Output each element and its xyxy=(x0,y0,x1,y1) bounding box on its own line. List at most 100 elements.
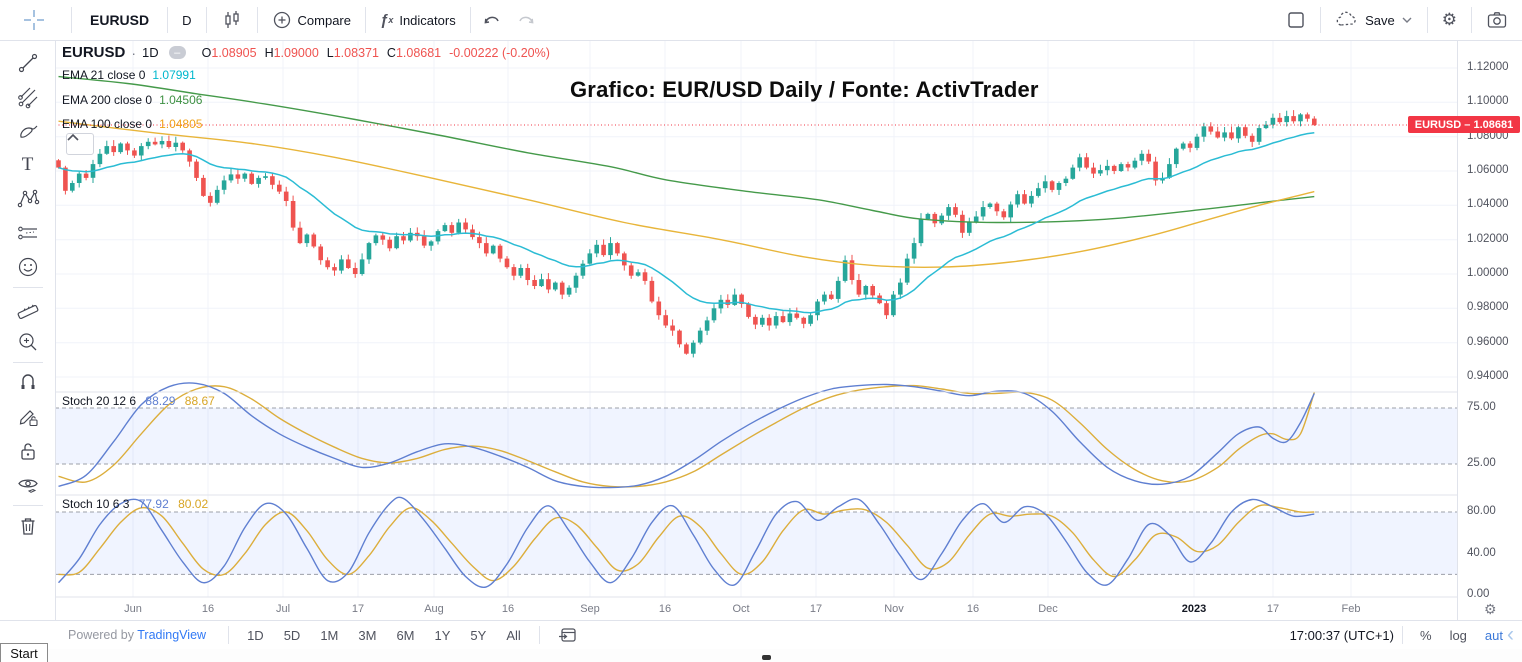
stoch-fast-legend[interactable]: Stoch 10 6 3 77.92 80.02 xyxy=(62,497,209,511)
range-button-1y[interactable]: 1Y xyxy=(434,627,451,643)
zoom-in-tool[interactable] xyxy=(9,325,47,359)
candles-style-icon xyxy=(221,9,243,31)
price-tick-label: 1.02000 xyxy=(1467,232,1509,245)
magnet-mode-button[interactable] xyxy=(9,366,47,400)
forecast-icon xyxy=(17,226,37,240)
range-button-1d[interactable]: 1D xyxy=(247,627,264,643)
crosshair-tool-button[interactable] xyxy=(0,0,67,40)
sidebar-separator xyxy=(12,287,43,288)
svg-text:16: 16 xyxy=(202,603,214,615)
screenshot-button[interactable] xyxy=(1476,0,1522,40)
stoch-slow-legend[interactable]: Stoch 20 12 6 88.29 88.67 xyxy=(62,394,215,408)
stoch-slow-tick-label: 25.00 xyxy=(1467,457,1496,469)
undo-button[interactable] xyxy=(475,0,509,40)
redo-icon xyxy=(516,10,536,30)
brush-icon xyxy=(19,125,37,138)
log-scale-button[interactable]: log xyxy=(1449,627,1467,643)
pitchfork-tool[interactable] xyxy=(9,80,47,114)
drawing-mode-button[interactable] xyxy=(9,400,47,434)
svg-text:16: 16 xyxy=(659,603,671,615)
collapse-legend-button[interactable] xyxy=(66,133,94,155)
ema200-legend[interactable]: EMA 200 close 0 1.04506 xyxy=(62,93,203,107)
pattern-tool[interactable] xyxy=(9,182,47,216)
range-button-6m[interactable]: 6M xyxy=(396,627,415,643)
ruler-icon xyxy=(17,304,38,320)
main-chart[interactable]: Jun 16 Jul 17 Aug 16 Sep 16 Oct 17 Nov 16 Dec 2023 17 F… xyxy=(55,40,1457,620)
legend-interval[interactable]: 1D xyxy=(142,45,159,60)
range-button-1m[interactable]: 1M xyxy=(320,627,339,643)
redo-button[interactable] xyxy=(509,0,543,40)
zoom-in-icon xyxy=(18,333,36,351)
go-to-date-button[interactable] xyxy=(548,621,588,649)
xabcd-pattern-icon xyxy=(17,189,39,208)
eye-icon xyxy=(17,479,38,493)
brush-tool[interactable] xyxy=(9,114,47,148)
layout-button[interactable] xyxy=(1276,0,1316,40)
powered-by: Powered by TradingView xyxy=(68,628,207,642)
svg-text:Feb: Feb xyxy=(1342,603,1361,615)
price-tick-label: 1.12000 xyxy=(1467,61,1509,73)
symbol-legend: EURUSD · 1D – O1.08905 H1.09000 L1.08371… xyxy=(62,44,550,61)
auto-scale-button[interactable]: aut xyxy=(1484,627,1503,643)
toolbar-separator xyxy=(1426,7,1428,33)
price-tick-label: 0.98000 xyxy=(1467,301,1509,314)
measure-tool[interactable] xyxy=(9,291,47,325)
interval-button[interactable]: D xyxy=(172,0,201,40)
axis-settings-gear-icon[interactable]: ⚙ xyxy=(1484,601,1497,617)
stoch-fast-tick-label: 80.00 xyxy=(1467,505,1496,517)
save-button[interactable]: Save xyxy=(1325,0,1423,40)
text-tool[interactable]: T xyxy=(9,148,47,182)
svg-text:17: 17 xyxy=(810,603,822,615)
price-tick-label: 1.06000 xyxy=(1467,164,1509,176)
clock[interactable]: 17:00:37 (UTC+1) xyxy=(1289,627,1394,643)
forecast-tool[interactable] xyxy=(9,216,47,250)
legend-symbol[interactable]: EURUSD xyxy=(62,44,126,61)
svg-text:16: 16 xyxy=(967,603,979,615)
low-value: 1.08371 xyxy=(333,45,379,60)
range-button-3m[interactable]: 3M xyxy=(358,627,377,643)
indicators-label: Indicators xyxy=(399,12,456,28)
stoch-slow-k-value: 88.29 xyxy=(145,394,176,408)
sidebar-separator xyxy=(12,505,43,506)
chart-area[interactable]: Jun 16 Jul 17 Aug 16 Sep 16 Oct 17 Nov 16 Dec 2023 17 F… xyxy=(55,40,1457,620)
price-tick-label: 1.04000 xyxy=(1467,198,1509,211)
percent-scale-button[interactable]: % xyxy=(1420,627,1432,643)
stoch-fast-d-value: 80.02 xyxy=(178,497,209,511)
collapse-panel-chevron[interactable]: ‹ xyxy=(1507,623,1514,646)
ema21-legend[interactable]: EMA 21 close 0 1.07991 xyxy=(62,68,196,82)
toolbar-separator xyxy=(364,7,366,33)
range-button-5d[interactable]: 5D xyxy=(283,627,301,643)
symbol-label: EURUSD xyxy=(90,12,150,28)
stoch-slow-d-value: 88.67 xyxy=(184,394,215,408)
compare-button[interactable]: Compare xyxy=(262,0,361,40)
start-button[interactable]: Start xyxy=(0,643,48,662)
hide-drawings-button[interactable] xyxy=(9,468,47,502)
symbol-button[interactable]: EURUSD xyxy=(76,0,163,40)
toolbar-separator xyxy=(1320,7,1322,33)
trend-line-tool[interactable] xyxy=(9,46,47,80)
remove-drawings-button[interactable] xyxy=(9,509,47,543)
compare-label: Compare xyxy=(297,12,351,28)
range-button-all[interactable]: All xyxy=(506,627,521,643)
settings-button[interactable]: ⚙ xyxy=(1432,0,1467,40)
hide-series-button[interactable]: – xyxy=(168,46,186,59)
toolbar-separator xyxy=(256,7,258,33)
price-axis[interactable]: ⚙ 1.12000 1.10000 1.08000 1.06000 1.04000 1.0… xyxy=(1457,40,1522,620)
chart-style-button[interactable] xyxy=(211,0,253,40)
range-button-5y[interactable]: 5Y xyxy=(470,627,487,643)
stoch-slow-tick-label: 75.00 xyxy=(1467,401,1496,413)
date-range-buttons: 1D 5D 1M 3M 6M 1Y 5Y All xyxy=(237,621,531,649)
toolbar-separator xyxy=(538,626,540,644)
ema100-legend[interactable]: EMA 100 close 0 1.04805 xyxy=(62,117,203,131)
toolbar-separator xyxy=(71,7,72,33)
change-value: -0.00222 (-0.20%) xyxy=(449,45,550,60)
emoji-tool[interactable] xyxy=(9,250,47,284)
taskbar-strip xyxy=(0,648,1522,662)
tradingview-link[interactable]: TradingView xyxy=(137,628,207,642)
close-value: 1.08681 xyxy=(395,45,442,60)
ema21-value: 1.07991 xyxy=(152,68,196,82)
lock-all-drawings-button[interactable] xyxy=(9,434,47,468)
